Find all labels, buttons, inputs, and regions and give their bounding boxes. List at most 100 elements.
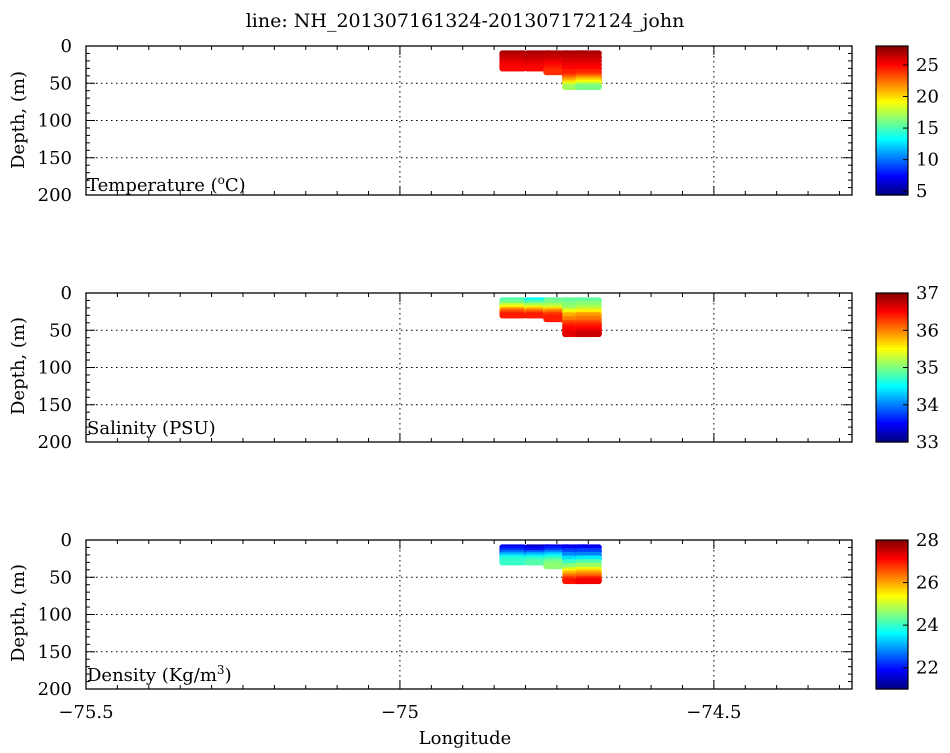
temperature-colorbar-segment — [876, 185, 908, 189]
temperature-colorbar-segment — [876, 90, 908, 94]
temperature-colorbar-segment — [876, 157, 908, 161]
temperature-colorbar-segment — [876, 95, 908, 99]
salinity-colorbar-segment — [876, 317, 908, 321]
temperature-colorbar-segment — [876, 127, 908, 132]
temperature-colorbar-frame — [875, 45, 909, 196]
salinity-colorbar-segment — [876, 332, 908, 336]
salinity-colorbar-segment — [876, 325, 908, 329]
salinity-colorbar-segment — [876, 347, 908, 351]
temperature-colorbar-segment — [876, 48, 908, 52]
temperature-y-tick-label: 200 — [38, 185, 72, 206]
density-colorbar-segment — [876, 574, 908, 578]
temperature-colorbar-segment — [876, 46, 908, 50]
panel-temperature: 0 50 100 150 200 5 10 15 20 25 Temperature (oC) D… — [8, 36, 939, 206]
temperature-colorbar-segment — [876, 160, 908, 164]
salinity-colorbar-tick-label: 37 — [916, 283, 939, 304]
salinity-colorbar-segment — [876, 379, 908, 383]
salinity-y-tick-label: 150 — [38, 395, 72, 416]
density-colorbar-segment — [876, 619, 908, 623]
density-colorbar-segment — [876, 557, 908, 561]
density-colorbar-segment — [876, 639, 908, 643]
temperature-colorbar-segment — [876, 152, 908, 156]
density-colorbar-segment — [876, 636, 908, 640]
density-y-tick-label: 0 — [61, 530, 72, 551]
temperature-colorbar-segment — [876, 165, 908, 169]
temperature-colorbar-segment — [876, 78, 908, 82]
temperature-label: Temperature (oC) — [87, 173, 246, 196]
temperature-colorbar-tick-label: 10 — [916, 150, 939, 171]
salinity-colorbar-segment — [876, 439, 908, 443]
salinity-colorbar-segment — [876, 350, 908, 354]
salinity-colorbar-segment — [876, 374, 908, 379]
density-colorbar-segment — [876, 624, 908, 628]
salinity-colorbar-segment — [876, 424, 908, 428]
temperature-colorbar-segment — [876, 65, 908, 69]
temperature-colorbar-tick-label: 5 — [916, 181, 927, 202]
temperature-colorbar-segment — [876, 75, 908, 79]
salinity-colorbar-segment — [876, 362, 908, 366]
density-y-tick-label: 150 — [38, 642, 72, 663]
temperature-colorbar-segment — [876, 130, 908, 134]
salinity-colorbar-segment — [876, 365, 908, 369]
density-colorbar-segment — [876, 654, 908, 658]
temperature-colorbar-segment — [876, 137, 908, 141]
temperature-colorbar-segment — [876, 192, 908, 196]
salinity-colorbar-segment — [876, 402, 908, 406]
salinity-colorbar-segment — [876, 295, 908, 299]
salinity-colorbar-segment — [876, 407, 908, 411]
density-colorbar-segment — [876, 559, 908, 563]
temperature-colorbar-segment — [876, 68, 908, 72]
density-colorbar-segment — [876, 549, 908, 554]
density-colorbar-segment — [876, 540, 908, 544]
temperature-colorbar-segment — [876, 58, 908, 62]
salinity-colorbar-segment — [876, 340, 908, 344]
temperature-colorbar-segment — [876, 70, 908, 74]
density-colorbar-segment — [876, 594, 908, 598]
temperature-colorbar-tick-label: 25 — [916, 55, 939, 76]
temperature-y-tick-label: 50 — [49, 73, 72, 94]
x-tick-labels: −75.5 −75 −74.5 — [58, 702, 741, 723]
density-colorbar-segment — [876, 666, 908, 670]
density-colorbar-segment — [876, 597, 908, 601]
density-colorbar-segment — [876, 587, 908, 591]
salinity-colorbar-tick-label: 36 — [916, 320, 939, 341]
density-colorbar-segment — [876, 564, 908, 568]
temperature-colorbar-segment — [876, 150, 908, 154]
density-colorbar-segment — [876, 626, 908, 630]
temperature-colorbar-segment — [876, 175, 908, 179]
temperature-colorbar-segment — [876, 177, 908, 181]
salinity-colorbar-segment — [876, 312, 908, 316]
density-colorbar-segment — [876, 582, 908, 586]
salinity-colorbar-segment — [876, 397, 908, 401]
density-ylabel: Depth, (m) — [8, 564, 29, 662]
density-colorbar-segment — [876, 679, 908, 683]
density-colorbar-segment — [876, 686, 908, 690]
salinity-colorbar-segment — [876, 369, 908, 374]
salinity-colorbar-segment — [876, 432, 908, 436]
temperature-colorbar-segment — [876, 93, 908, 97]
temperature-colorbar-segment — [876, 167, 908, 171]
salinity-colorbar-segment — [876, 352, 908, 356]
temperature-colorbar-segment — [876, 53, 908, 57]
salinity-colorbar-segment — [876, 434, 908, 438]
salinity-colorbar-segment — [876, 409, 908, 413]
density-colorbar-tick-label: 24 — [916, 615, 939, 636]
temperature-y-tick-label: 150 — [38, 148, 72, 169]
density-colorbar-segment — [876, 567, 908, 571]
density-colorbar-segment — [876, 604, 908, 608]
temperature-colorbar-segment — [876, 170, 908, 174]
density-colorbar-segment — [876, 599, 908, 603]
density-colorbar-frame — [875, 539, 909, 690]
temperature-colorbar-tick-label: 20 — [916, 87, 939, 108]
temperature-colorbar-segment — [876, 103, 908, 107]
density-colorbar-segment — [876, 552, 908, 556]
temperature-colorbar-segment — [876, 142, 908, 146]
temperature-colorbar-segment — [876, 122, 908, 127]
salinity-colorbar-segment — [876, 377, 908, 381]
temperature-colorbar-segment — [876, 115, 908, 119]
temperature-colorbar-segment — [876, 113, 908, 117]
density-y-tick-label: 200 — [38, 679, 72, 700]
density-colorbar-segment — [876, 607, 908, 611]
density-y-tick-label: 50 — [49, 567, 72, 588]
